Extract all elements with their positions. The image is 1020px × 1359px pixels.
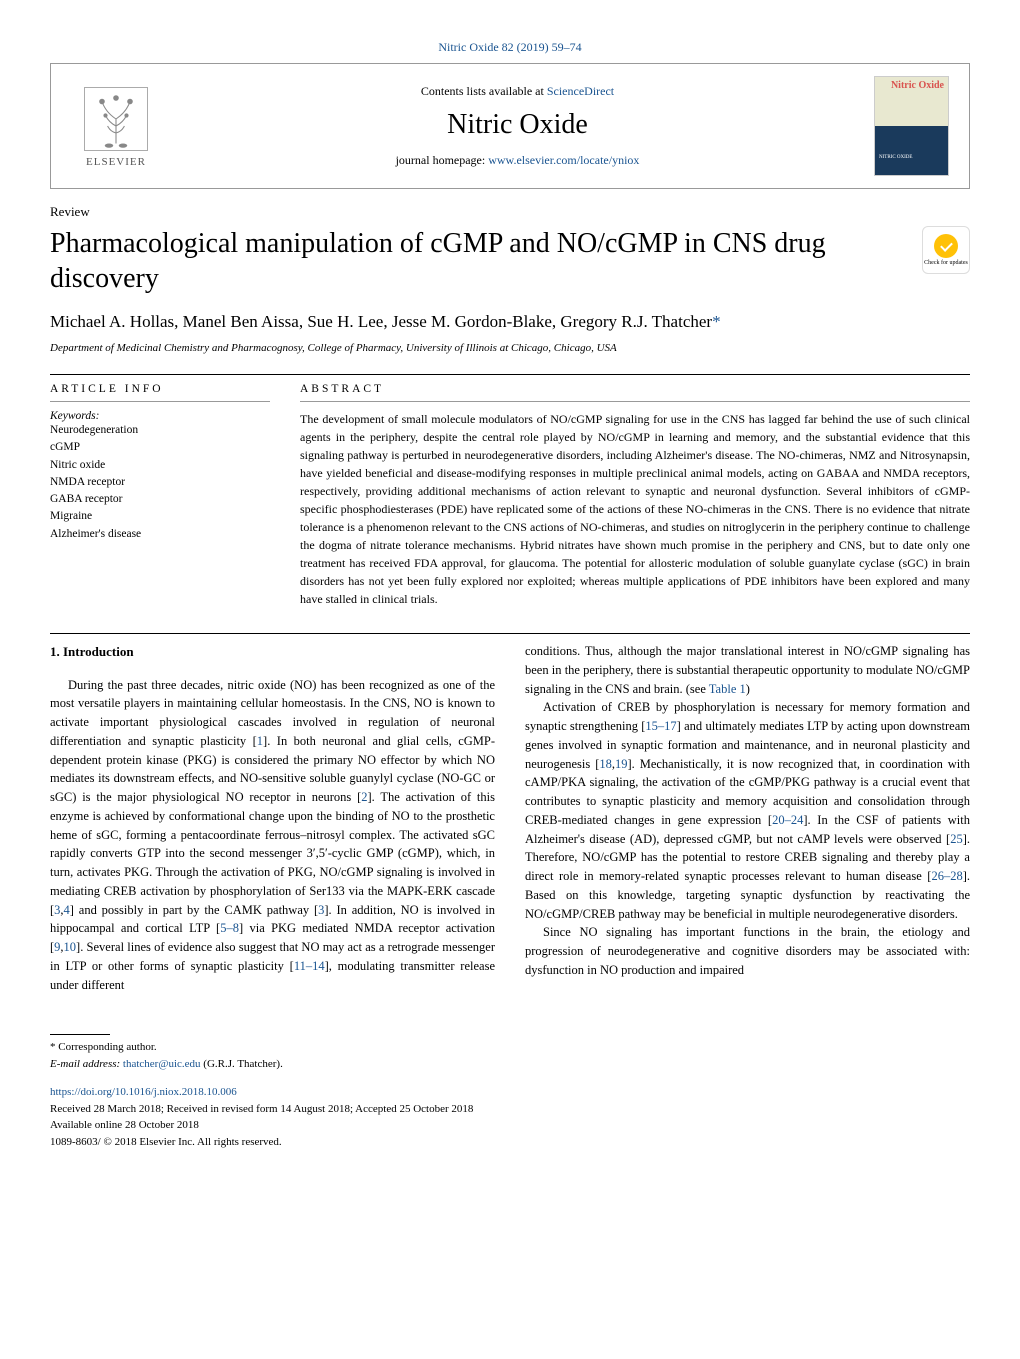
ref-link[interactable]: 20–24 xyxy=(772,813,803,827)
check-updates-text: Check for updates xyxy=(924,260,968,266)
article-title: Pharmacological manipulation of cGMP and… xyxy=(50,226,902,296)
corresponding-author: * Corresponding author. xyxy=(50,1039,970,1056)
received-dates: Received 28 March 2018; Received in revi… xyxy=(50,1101,970,1118)
ref-link[interactable]: 11–14 xyxy=(294,959,325,973)
keyword: Neurodegeneration xyxy=(50,422,270,439)
body-content: 1. Introduction During the past three de… xyxy=(50,642,970,994)
divider-light xyxy=(300,401,970,402)
footer-divider xyxy=(50,1034,110,1035)
article-info: ARTICLE INFO Keywords: Neurodegeneration… xyxy=(50,383,270,608)
cover-title: Nitric Oxide xyxy=(891,81,944,91)
journal-ref: Nitric Oxide 82 (2019) 59–74 xyxy=(50,40,970,55)
ref-link[interactable]: 26–28 xyxy=(931,869,962,883)
journal-ref-link[interactable]: Nitric Oxide 82 (2019) 59–74 xyxy=(438,40,581,54)
contents-line: Contents lists available at ScienceDirec… xyxy=(161,84,874,99)
copyright: 1089-8603/ © 2018 Elsevier Inc. All righ… xyxy=(50,1134,970,1151)
available-date: Available online 28 October 2018 xyxy=(50,1117,970,1134)
email-line: E-mail address: thatcher@uic.edu (G.R.J.… xyxy=(50,1056,970,1073)
section-heading: 1. Introduction xyxy=(50,642,495,662)
cover-subtitle: NITRIC OXIDE xyxy=(879,155,912,160)
ref-link[interactable]: 15–17 xyxy=(645,719,676,733)
author-list: Michael A. Hollas, Manel Ben Aissa, Sue … xyxy=(50,312,712,331)
keyword: cGMP xyxy=(50,439,270,456)
email-label: E-mail address: xyxy=(50,1058,123,1070)
body-paragraph: During the past three decades, nitric ox… xyxy=(50,676,495,995)
journal-homepage: journal homepage: www.elsevier.com/locat… xyxy=(161,153,874,168)
divider xyxy=(50,633,970,634)
body-paragraph: Since NO signaling has important functio… xyxy=(525,923,970,979)
check-updates-badge[interactable]: Check for updates xyxy=(922,226,970,274)
journal-name: Nitric Oxide xyxy=(161,109,874,141)
journal-cover-thumbnail: Nitric Oxide NITRIC OXIDE xyxy=(874,76,949,176)
divider xyxy=(50,374,970,375)
homepage-link[interactable]: www.elsevier.com/locate/yniox xyxy=(488,153,639,167)
abstract-section: ABSTRACT The development of small molecu… xyxy=(300,383,970,608)
table-link[interactable]: Table 1 xyxy=(709,682,746,696)
masthead: ELSEVIER Contents lists available at Sci… xyxy=(50,63,970,189)
masthead-center: Contents lists available at ScienceDirec… xyxy=(161,84,874,168)
sciencedirect-link[interactable]: ScienceDirect xyxy=(547,84,614,98)
elsevier-logo: ELSEVIER xyxy=(71,84,161,168)
abstract-text: The development of small molecule modula… xyxy=(300,410,970,608)
affiliation: Department of Medicinal Chemistry and Ph… xyxy=(50,342,970,354)
abstract-header: ABSTRACT xyxy=(300,383,970,395)
divider-light xyxy=(50,401,270,402)
email-suffix: (G.R.J. Thatcher). xyxy=(201,1058,283,1070)
keyword: Nitric oxide xyxy=(50,457,270,474)
authors: Michael A. Hollas, Manel Ben Aissa, Sue … xyxy=(50,312,970,332)
elsevier-tree-icon xyxy=(81,84,151,154)
corresponding-asterisk: * xyxy=(712,312,721,331)
ref-link[interactable]: 10 xyxy=(64,940,77,954)
ref-link[interactable]: 25 xyxy=(950,832,963,846)
keyword: NMDA receptor xyxy=(50,474,270,491)
body-paragraph: Activation of CREB by phosphorylation is… xyxy=(525,698,970,923)
check-updates-icon xyxy=(934,234,958,258)
email-link[interactable]: thatcher@uic.edu xyxy=(123,1058,201,1070)
homepage-prefix: journal homepage: xyxy=(396,153,489,167)
elsevier-label: ELSEVIER xyxy=(86,156,146,168)
ref-link[interactable]: 5–8 xyxy=(220,921,239,935)
column-left: 1. Introduction During the past three de… xyxy=(50,642,495,994)
article-info-header: ARTICLE INFO xyxy=(50,383,270,395)
keyword: Alzheimer's disease xyxy=(50,526,270,543)
article-type: Review xyxy=(50,204,970,220)
keyword: GABA receptor xyxy=(50,491,270,508)
ref-link[interactable]: 18 xyxy=(599,757,612,771)
ref-link[interactable]: 19 xyxy=(615,757,628,771)
contents-prefix: Contents lists available at xyxy=(421,84,547,98)
keywords-label: Keywords: xyxy=(50,410,270,422)
column-right: conditions. Thus, although the major tra… xyxy=(525,642,970,994)
body-paragraph: conditions. Thus, although the major tra… xyxy=(525,642,970,698)
footer: * Corresponding author. E-mail address: … xyxy=(50,1034,970,1150)
keyword: Migraine xyxy=(50,508,270,525)
doi-link[interactable]: https://doi.org/10.1016/j.niox.2018.10.0… xyxy=(50,1086,237,1098)
